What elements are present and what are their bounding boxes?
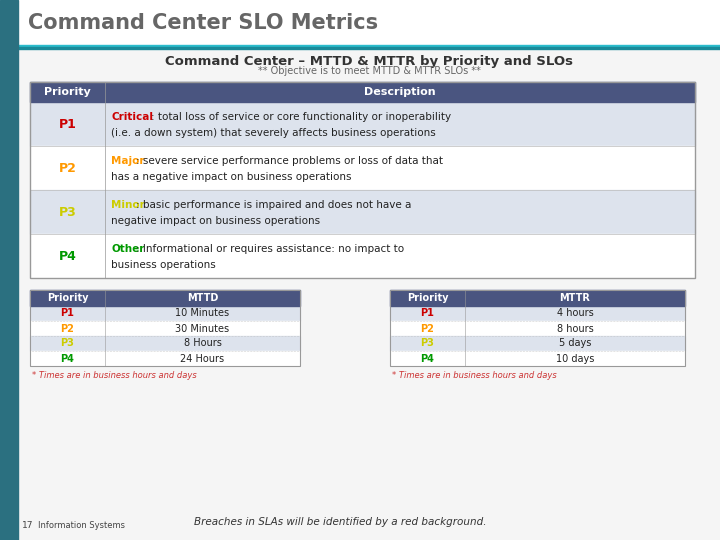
Text: business operations: business operations (111, 260, 216, 270)
Bar (30, 290, 300, 306)
Bar (30, 351, 300, 366)
Text: 17: 17 (22, 522, 34, 530)
Bar (390, 321, 685, 336)
Text: 10 Minutes: 10 Minutes (176, 308, 230, 319)
Text: (i.e. a down system) that severely affects business operations: (i.e. a down system) that severely affec… (111, 128, 436, 138)
Text: : Informational or requires assistance: no impact to: : Informational or requires assistance: … (136, 244, 404, 254)
Text: * Times are in business hours and days: * Times are in business hours and days (32, 370, 197, 380)
Text: 10 days: 10 days (556, 354, 594, 363)
Bar (30, 234, 695, 278)
Text: P4: P4 (60, 354, 74, 363)
Text: 8 Hours: 8 Hours (184, 339, 222, 348)
Text: MTTD: MTTD (186, 293, 218, 303)
Text: MTTR: MTTR (559, 293, 590, 303)
Bar (18, 0, 720, 45)
Text: 5 days: 5 days (559, 339, 591, 348)
Text: ** Objective is to meet MTTD & MTTR SLOs **: ** Objective is to meet MTTD & MTTR SLOs… (258, 66, 480, 76)
Bar (30, 290, 300, 366)
Bar (30, 146, 695, 190)
Text: P1: P1 (60, 308, 74, 319)
Text: * Times are in business hours and days: * Times are in business hours and days (392, 370, 557, 380)
Text: Description: Description (364, 87, 436, 97)
Text: P3: P3 (60, 339, 74, 348)
Bar (30, 321, 300, 336)
Text: Major: Major (111, 156, 145, 166)
Text: Priority: Priority (47, 293, 89, 303)
Bar (390, 290, 685, 306)
Text: P3: P3 (58, 206, 76, 219)
Text: Information Systems: Information Systems (38, 522, 125, 530)
Text: Breaches in SLAs will be identified by a red background.: Breaches in SLAs will be identified by a… (194, 517, 486, 527)
Text: P4: P4 (420, 354, 434, 363)
Bar (30, 190, 695, 234)
Bar (0, 0, 18, 540)
Text: 30 Minutes: 30 Minutes (176, 323, 230, 334)
Text: Minor: Minor (111, 200, 145, 210)
Bar (18, 47, 720, 49)
Text: P2: P2 (420, 323, 434, 334)
Bar (30, 82, 695, 102)
Text: : total loss of service or core functionality or inoperability: : total loss of service or core function… (151, 112, 451, 122)
Text: Priority: Priority (44, 87, 91, 97)
Text: P2: P2 (60, 323, 74, 334)
Bar (390, 290, 685, 366)
Text: 8 hours: 8 hours (557, 323, 593, 334)
Text: negative impact on business operations: negative impact on business operations (111, 216, 320, 226)
Text: P1: P1 (420, 308, 434, 319)
Text: Command Center SLO Metrics: Command Center SLO Metrics (28, 13, 378, 33)
Text: Priority: Priority (407, 293, 449, 303)
Bar (30, 336, 300, 351)
Text: Critical: Critical (111, 112, 153, 122)
Bar (390, 306, 685, 321)
Text: P1: P1 (58, 118, 76, 131)
Text: P2: P2 (58, 161, 76, 174)
Text: has a negative impact on business operations: has a negative impact on business operat… (111, 172, 351, 182)
Bar (30, 102, 695, 146)
Text: : severe service performance problems or loss of data that: : severe service performance problems or… (136, 156, 443, 166)
Text: Command Center – MTTD & MTTR by Priority and SLOs: Command Center – MTTD & MTTR by Priority… (165, 55, 573, 68)
Text: P4: P4 (58, 249, 76, 262)
Bar (30, 82, 695, 278)
Text: P3: P3 (420, 339, 434, 348)
Text: 4 hours: 4 hours (557, 308, 593, 319)
Text: Other: Other (111, 244, 145, 254)
Text: 24 Hours: 24 Hours (181, 354, 225, 363)
Bar (18, 45, 720, 47)
Bar (390, 351, 685, 366)
Bar (30, 306, 300, 321)
Text: : basic performance is impaired and does not have a: : basic performance is impaired and does… (136, 200, 411, 210)
Bar (390, 336, 685, 351)
